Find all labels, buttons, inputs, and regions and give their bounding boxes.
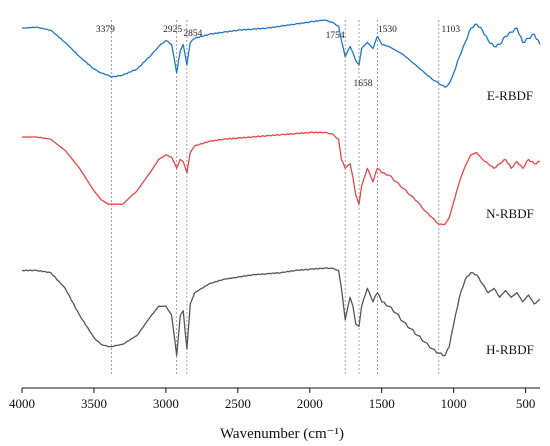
x-tick-label: 3500 <box>81 396 107 411</box>
series-line-n-rbdf <box>21 131 541 226</box>
x-tick-label: 3000 <box>153 396 179 411</box>
x-tick-label: 500 <box>516 396 536 411</box>
peak-marker-label: 3379 <box>96 25 115 35</box>
series-labels: E-RBDF N-RBDF H-RBDF <box>486 88 534 357</box>
x-axis: 4000 3500 3000 2500 2000 1500 1000 500 <box>9 387 540 411</box>
series-line-h-rbdf <box>21 267 541 357</box>
x-tick-label: 1500 <box>369 396 395 411</box>
series-line-e-rbdf <box>21 19 541 88</box>
series-label-h-rbdf: H-RBDF <box>486 342 534 357</box>
peak-marker-label: 1530 <box>378 25 397 35</box>
x-tick-label: 2500 <box>225 396 251 411</box>
peak-markers: 3379 2925 2854 1754 1658 1530 1103 <box>96 20 461 376</box>
peak-marker-label: 2925 <box>163 25 182 35</box>
x-tick-label: 4000 <box>9 396 35 411</box>
x-tick-label: 1000 <box>441 396 467 411</box>
peak-marker-label: 1658 <box>353 79 372 89</box>
series-label-e-rbdf: E-RBDF <box>487 88 533 103</box>
peak-marker-label: 1103 <box>442 25 461 35</box>
series-label-n-rbdf: N-RBDF <box>486 206 534 221</box>
spectra-series <box>21 19 541 357</box>
peak-marker-label: 2854 <box>183 29 202 39</box>
x-axis-label: Wavenumber (cm⁻¹) <box>220 426 344 442</box>
peak-marker-label: 1754 <box>326 31 345 41</box>
x-tick-label: 2000 <box>297 396 323 411</box>
